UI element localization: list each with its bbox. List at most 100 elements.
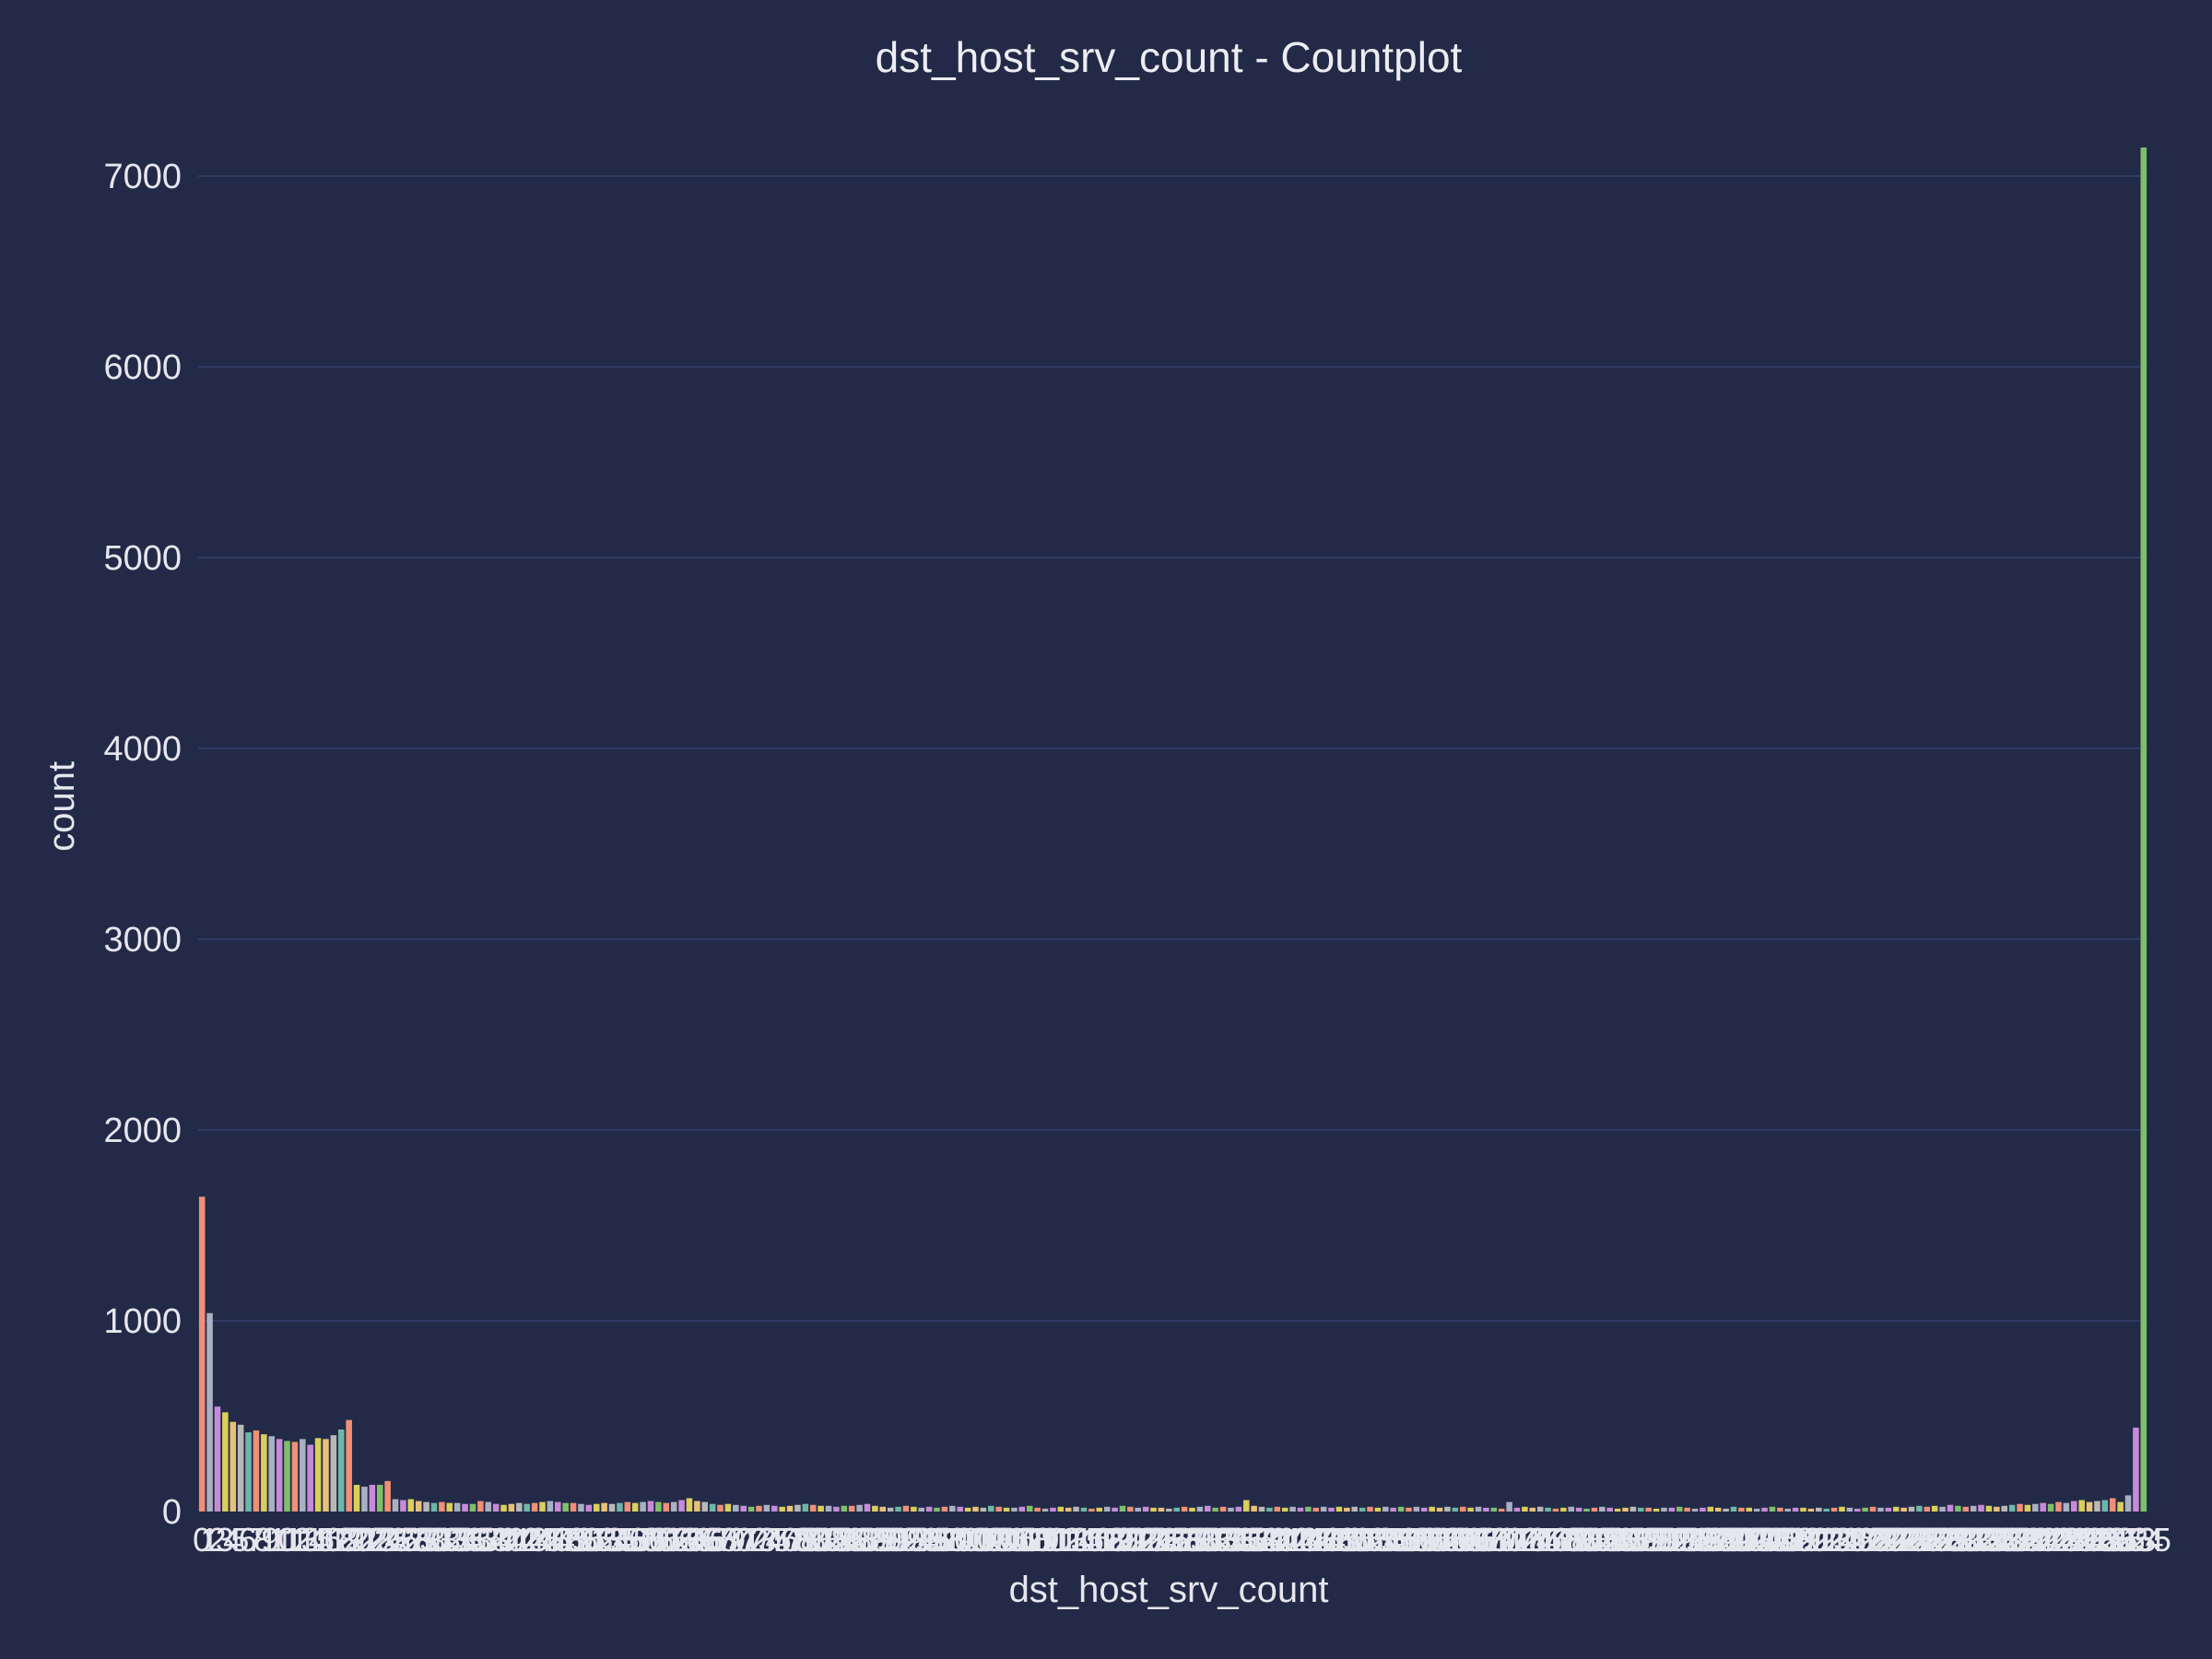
y-tick-label: 6000 [103,348,182,387]
bar [686,1498,693,1512]
x-tick-label: 154 [1347,1521,1402,1559]
bar [430,1502,438,1512]
bar [1073,1506,1079,1512]
bar [1723,1508,1729,1512]
bar [346,1419,352,1512]
x-tick-label: 210 [1773,1521,1829,1559]
x-tick-label: 63 [664,1521,700,1559]
x-tick-label: 147 [1294,1521,1349,1559]
bar [941,1506,948,1512]
x-tick-label: 75 [755,1521,792,1559]
bar [423,1501,429,1512]
x-tick-label: 228 [1911,1521,1966,1559]
x-tick-label: 247 [2055,1521,2111,1559]
x-tick-label: 223 [1872,1521,1927,1559]
bar [1985,1505,1993,1512]
x-tick-label: 215 [1811,1521,1866,1559]
bar [1591,1507,1598,1512]
bar [508,1503,515,1512]
x-tick-label: 99 [937,1521,974,1559]
bar [1823,1508,1830,1512]
bar [1274,1506,1281,1512]
x-tick-label: 9 [261,1521,279,1559]
bar [1536,1506,1544,1512]
bar [1057,1506,1065,1512]
bar [1908,1506,1915,1512]
bar [1204,1505,1211,1512]
x-tick-label: 183 [1568,1521,1623,1559]
bar [740,1505,747,1512]
x-tick-label: 112 [1029,1521,1081,1559]
bar [972,1506,979,1512]
bar [2017,1503,2023,1512]
x-tick-label: 123 [1111,1521,1166,1559]
bar [2086,1501,2093,1512]
y-axis-label: count [41,761,82,852]
x-tick-label: 42 [503,1521,540,1559]
x-tick-label: 135 [1202,1521,1257,1559]
x-tick-label: 20 [335,1521,372,1559]
bar [786,1505,794,1512]
x-tick-label: 179 [1537,1521,1593,1559]
bar [987,1505,994,1512]
x-tick-label: 87 [846,1521,883,1559]
x-tick-label: 111 [1022,1521,1073,1559]
x-tick-label: 224 [1880,1521,1936,1559]
x-tick-label: 105 [974,1521,1030,1559]
bar [407,1499,415,1512]
x-tick-label: 170 [1469,1521,1524,1559]
x-tick-label: 98 [930,1521,967,1559]
x-tick-label: 251 [2086,1521,2141,1559]
x-tick-label: 102 [951,1521,1006,1559]
x-tick-label: 191 [1629,1521,1684,1559]
x-tick-label: 199 [1689,1521,1745,1559]
x-tick-label: 80 [793,1521,830,1559]
x-tick-label: 213 [1796,1521,1852,1559]
bar [1289,1506,1296,1512]
bar [1328,1507,1335,1512]
x-tick-label: 165 [1430,1521,1486,1559]
bar [756,1505,762,1512]
bar [500,1504,507,1512]
x-tick-label: 219 [1841,1521,1897,1559]
x-tick-label: 35 [450,1521,487,1559]
bar [1088,1508,1095,1512]
x-tick-label: 14 [290,1521,327,1559]
x-tick-label: 198 [1682,1521,1737,1559]
bar [1181,1506,1188,1512]
bar [1003,1507,1010,1512]
x-tick-label: 83 [816,1521,853,1559]
x-tick-label: 117 [1066,1521,1119,1559]
x-tick-label: 69 [709,1521,746,1559]
x-tick-label: 236 [1971,1521,2027,1559]
bar [895,1506,901,1512]
x-tick-label: 139 [1232,1521,1288,1559]
bar [1150,1507,1157,1512]
bar [1475,1506,1482,1512]
bar [2001,1505,2008,1512]
bar [1730,1506,1737,1512]
x-tick-label: 92 [884,1521,921,1559]
bar [547,1500,554,1512]
bar [291,1441,299,1512]
bar [864,1503,871,1512]
x-tick-label: 226 [1895,1521,1950,1559]
x-tick-label: 184 [1575,1521,1630,1559]
bar [2101,1500,2109,1512]
x-tick-label: 114 [1043,1521,1096,1559]
x-tick-label: 153 [1339,1521,1394,1559]
bar [1420,1507,1428,1512]
bar [1119,1505,1126,1512]
bar [1807,1508,1815,1512]
x-tick-label: 26 [382,1521,418,1559]
x-tick-label: 38 [473,1521,510,1559]
bar [369,1485,376,1512]
bar [2063,1502,2070,1512]
x-tick-label: 246 [2047,1521,2102,1559]
x-tick-label: 242 [2017,1521,2072,1559]
bar [1862,1507,1868,1512]
y-tick-label: 7000 [103,158,182,196]
bar [1281,1507,1288,1512]
x-tick-label: 33 [435,1521,472,1559]
x-tick-label: 196 [1666,1521,1722,1559]
